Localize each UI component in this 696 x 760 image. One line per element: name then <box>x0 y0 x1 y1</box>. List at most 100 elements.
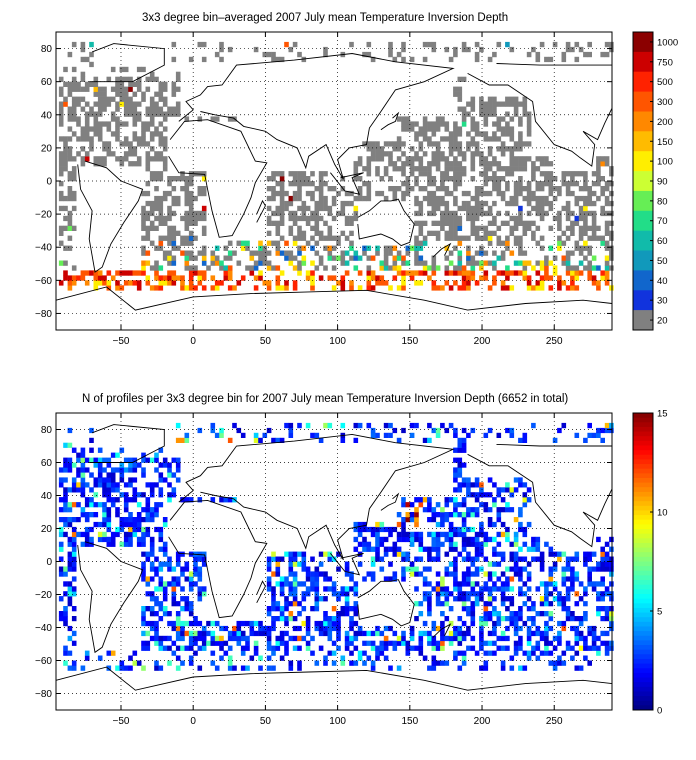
bin-cell <box>89 541 94 547</box>
bin-cell <box>422 166 428 172</box>
bin-cell <box>487 260 493 266</box>
bin-cell <box>470 215 476 222</box>
bin-cell <box>609 596 614 602</box>
bin-cell <box>240 650 246 656</box>
bin-cell <box>349 220 354 226</box>
bin-cell <box>180 596 185 602</box>
colorbar-swatch <box>633 533 653 539</box>
bin-cell <box>392 576 398 582</box>
bin-cell <box>353 171 359 177</box>
bin-cell <box>440 645 445 651</box>
bin-cell <box>119 477 125 483</box>
bin-cell <box>266 220 272 226</box>
bin-cell <box>470 586 476 592</box>
bin-cell <box>418 146 424 152</box>
bin-cell <box>141 665 146 671</box>
bin-cell <box>435 151 441 157</box>
bin-cell <box>110 116 116 122</box>
bin-cell <box>518 566 523 572</box>
bin-cell <box>327 250 333 256</box>
bin-cell <box>375 541 380 547</box>
bin-cell <box>145 457 151 463</box>
bin-cell <box>58 556 64 562</box>
colorbar-swatch <box>633 584 653 590</box>
bin-cell <box>500 507 506 513</box>
bin-cell <box>526 571 532 577</box>
bin-cell <box>440 422 445 429</box>
bin-cell <box>201 210 207 217</box>
bin-cell <box>604 556 610 562</box>
bin-cell <box>63 477 68 483</box>
bin-cell <box>531 220 536 226</box>
bin-cell <box>240 245 246 251</box>
bin-cell <box>271 596 276 602</box>
bin-cell <box>292 581 298 587</box>
bin-cell <box>314 215 320 222</box>
bin-cell <box>340 260 346 266</box>
bin-cell <box>227 116 233 122</box>
bin-cell <box>583 556 588 562</box>
bin-cell <box>483 432 489 438</box>
bin-cell <box>266 655 272 661</box>
bin-cell <box>453 270 458 276</box>
bin-cell <box>214 245 220 251</box>
x-tick-label: −50 <box>113 336 130 347</box>
bin-cell <box>167 235 172 241</box>
bin-cell <box>548 225 554 231</box>
bin-cell <box>344 190 350 197</box>
bin-cell <box>548 611 554 617</box>
bin-cell <box>110 477 116 483</box>
bin-cell <box>336 255 341 261</box>
bin-cell <box>548 640 554 646</box>
bin-cell <box>483 606 489 612</box>
bin-cell <box>479 546 484 552</box>
bin-cell <box>375 531 380 538</box>
bin-cell <box>71 462 77 468</box>
bin-cell <box>565 270 571 276</box>
bin-cell <box>522 270 528 276</box>
bin-cell <box>318 625 324 632</box>
bin-cell <box>227 635 233 642</box>
bin-cell <box>93 457 99 463</box>
bin-cell <box>422 131 428 137</box>
colorbar-label: 15 <box>657 409 668 420</box>
bin-cell <box>336 240 341 246</box>
bin-cell <box>115 131 120 137</box>
colorbar-label: 70 <box>657 216 668 227</box>
bin-cell <box>279 606 285 612</box>
bin-cell <box>570 46 575 53</box>
bin-cell <box>492 265 497 271</box>
bin-cell <box>366 186 372 192</box>
bin-cell <box>349 616 354 622</box>
bin-cell <box>370 576 376 582</box>
bin-cell <box>427 195 432 202</box>
bin-cell <box>132 462 138 468</box>
bin-cell <box>466 492 471 498</box>
bin-cell <box>379 630 385 637</box>
bin-cell <box>453 161 458 167</box>
bin-cell <box>275 245 281 251</box>
bin-cell <box>453 126 458 132</box>
bin-cell <box>427 640 432 646</box>
bin-cell <box>67 280 73 286</box>
bin-cell <box>340 591 346 597</box>
bin-cell <box>518 141 523 147</box>
bin-cell <box>58 467 64 473</box>
bin-cell <box>236 260 242 266</box>
bin-cell <box>440 176 445 182</box>
bin-cell <box>318 205 324 212</box>
bin-cell <box>136 521 142 528</box>
bin-cell <box>275 561 281 567</box>
bin-cell <box>448 521 454 528</box>
bin-cell <box>149 512 155 518</box>
bin-cell <box>171 576 177 582</box>
bin-cell <box>58 482 64 488</box>
bin-cell <box>470 136 476 142</box>
bin-cell <box>509 492 515 498</box>
bin-cell <box>305 630 311 637</box>
bin-cell <box>149 507 155 513</box>
bin-cell <box>141 507 146 513</box>
bin-cell <box>492 502 497 508</box>
bin-cell <box>587 556 592 562</box>
bin-cell <box>587 630 592 637</box>
